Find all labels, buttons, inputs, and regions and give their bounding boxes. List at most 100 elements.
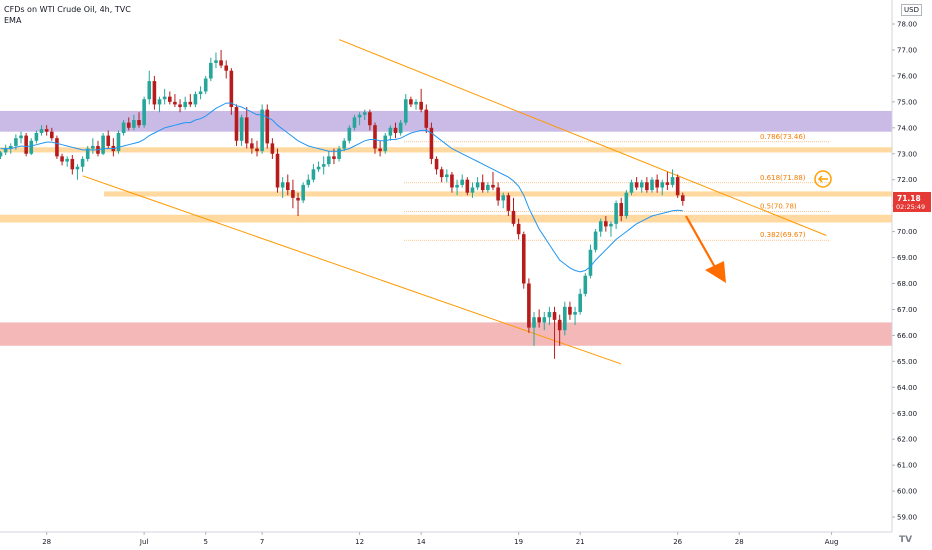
candle-body — [342, 140, 347, 149]
candle-body — [352, 117, 357, 128]
y-tick-label: 78.00 — [897, 21, 917, 29]
candle-body — [152, 81, 157, 105]
candle-body — [316, 166, 321, 170]
candle-body — [506, 195, 511, 211]
candle-body — [557, 319, 562, 331]
candle-body — [44, 129, 49, 132]
y-tick-label: 64.00 — [897, 384, 917, 392]
candle-body — [265, 109, 270, 144]
candle-body — [70, 158, 75, 170]
candle-body — [347, 127, 352, 141]
tradingview-logo-icon: TV — [899, 535, 913, 545]
candle-body — [8, 145, 13, 149]
candle-body — [660, 182, 665, 188]
candle-body — [532, 317, 536, 328]
candle-body — [178, 104, 182, 108]
candle-body — [65, 158, 69, 162]
candle-body — [593, 231, 598, 250]
candle-body — [424, 109, 429, 128]
candles-layer — [0, 49, 685, 359]
candle-body — [85, 148, 90, 159]
x-tick-label: Jul — [139, 538, 149, 546]
candle-body — [665, 182, 670, 185]
candle-body — [578, 293, 582, 313]
x-tick-label: 28 — [735, 538, 744, 546]
candle-body — [383, 135, 388, 152]
candle-body — [270, 143, 275, 154]
indicator-label[interactable]: EMA — [4, 16, 22, 25]
candle-body — [552, 312, 557, 320]
candle-body — [362, 112, 367, 115]
y-tick-label: 65.00 — [897, 358, 917, 366]
candle-body — [547, 312, 552, 318]
candle-body — [106, 135, 111, 146]
x-tick-label: 19 — [514, 538, 523, 546]
candle-body — [332, 156, 336, 159]
candle-body — [639, 182, 644, 188]
fib-label: 0.5(70.78) — [760, 202, 797, 210]
forecast-arrow-shaft — [685, 215, 717, 270]
zone-purple-resistance — [0, 110, 892, 132]
candle-body — [19, 135, 23, 139]
channel-layer — [82, 39, 827, 365]
candle-body — [680, 195, 685, 201]
candle-body — [183, 101, 187, 108]
candle-body — [537, 317, 541, 323]
candle-body — [296, 197, 300, 201]
candle-body — [429, 127, 434, 159]
candle-body — [101, 135, 105, 154]
candle-body — [91, 145, 95, 149]
candle-body — [14, 138, 18, 146]
candle-body — [521, 234, 526, 284]
fib-label: 0.618(71.88) — [760, 174, 806, 182]
candle-body — [357, 114, 362, 118]
candle-body — [34, 132, 39, 141]
candle-body — [511, 210, 516, 224]
current-price-value: 71.18 — [897, 194, 921, 203]
ema-line — [0, 102, 683, 273]
candle-body — [250, 143, 254, 149]
bar-countdown: 02:25:49 — [896, 203, 925, 211]
candle-body — [634, 182, 639, 188]
candle-body — [239, 117, 244, 141]
candle-body — [588, 249, 593, 276]
candle-body — [445, 174, 449, 178]
candle-body — [224, 65, 229, 71]
candle-body — [475, 182, 480, 188]
candle-body — [193, 94, 198, 105]
candle-body — [321, 164, 326, 167]
y-tick-label: 72.00 — [897, 176, 917, 184]
candle-body — [563, 306, 567, 331]
candle-body — [50, 131, 54, 139]
zone-orange-70-5 — [0, 214, 892, 223]
y-tick-label: 59.00 — [897, 514, 917, 522]
channel-upper — [338, 39, 827, 236]
zone-red-support — [0, 322, 892, 346]
candle-body — [604, 221, 608, 227]
candle-body — [214, 60, 218, 63]
x-tick-label: 5 — [203, 538, 207, 546]
candle-body — [291, 190, 295, 198]
candle-body — [39, 129, 44, 133]
candle-body — [275, 153, 280, 188]
candle-body — [470, 187, 475, 193]
misc-layer — [685, 170, 832, 283]
candle-body — [434, 158, 439, 170]
candle-body — [419, 101, 423, 110]
candle-body — [260, 109, 264, 152]
candle-body — [60, 156, 64, 162]
candle-body — [80, 158, 85, 167]
ema-layer — [0, 102, 683, 273]
candle-body — [439, 169, 444, 178]
x-tick-label: 7 — [260, 538, 264, 546]
candle-body — [491, 184, 495, 188]
currency-badge[interactable]: USD — [901, 4, 922, 16]
y-tick-label: 61.00 — [897, 462, 917, 470]
candle-body — [255, 148, 259, 152]
zones-layer — [0, 110, 892, 346]
candle-body — [573, 312, 577, 315]
candle-body — [398, 122, 403, 133]
